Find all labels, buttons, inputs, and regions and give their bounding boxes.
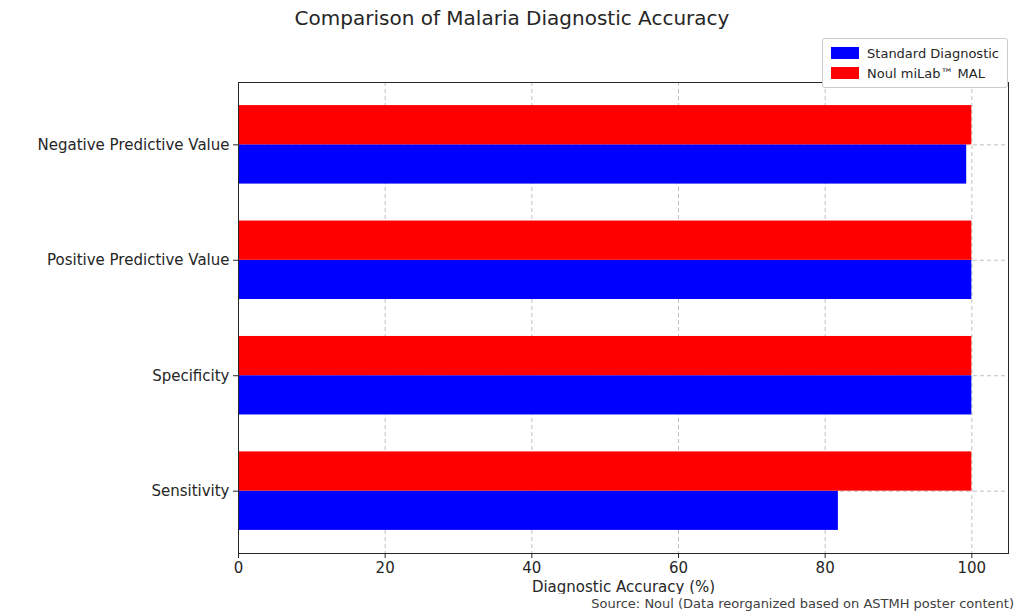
svg-text:Diagnostic Accuracy (%): Diagnostic Accuracy (%): [532, 578, 715, 595]
svg-text:Sensitivity: Sensitivity: [151, 482, 229, 500]
html-text:Noul miLab™ MAL: Noul miLab™ MAL: [867, 65, 985, 81]
svg-text:20: 20: [376, 559, 395, 577]
html-text:Comparison of Malaria Diagnost: Comparison of Malaria Diagnostic Accurac…: [294, 6, 730, 30]
html-text:Source: Noul (Data reorganized: Source: Noul (Data reorganized based on …: [591, 596, 1014, 611]
svg-text:100: 100: [958, 559, 987, 577]
html-text:Standard Diagnostic: Standard Diagnostic: [867, 45, 999, 61]
svg-text:40: 40: [522, 559, 541, 577]
svg-text:80: 80: [816, 559, 835, 577]
svg-text:Negative Predictive Value: Negative Predictive Value: [38, 136, 230, 154]
svg-text:Positive Predictive Value: Positive Predictive Value: [47, 251, 230, 269]
svg-text:Specificity: Specificity: [152, 367, 229, 385]
svg-text:60: 60: [669, 559, 688, 577]
svg-text:0: 0: [234, 559, 244, 577]
